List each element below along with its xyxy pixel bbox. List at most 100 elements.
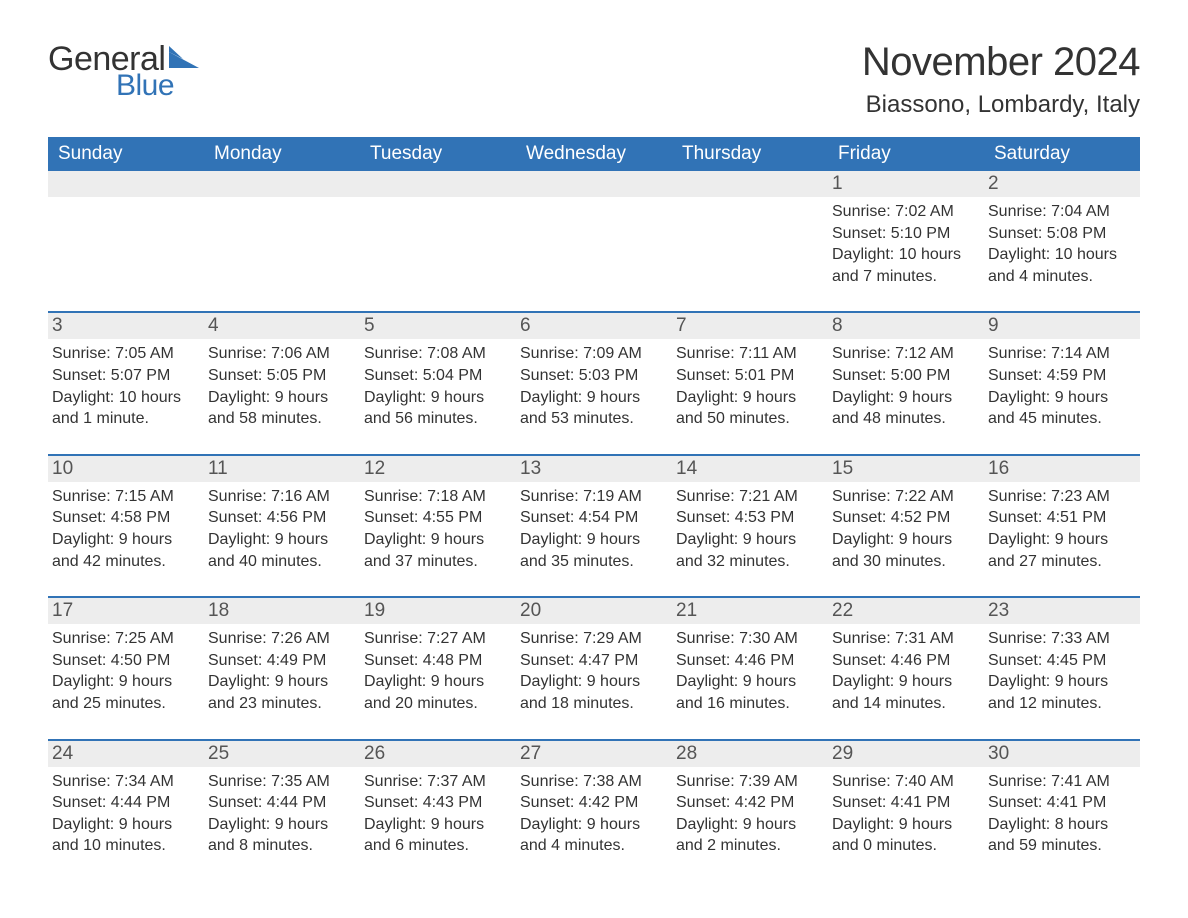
- sunset-text: Sunset: 4:42 PM: [676, 792, 820, 814]
- day-cell: [204, 171, 360, 312]
- day-body: Sunrise: 7:15 AMSunset: 4:58 PMDaylight:…: [48, 482, 204, 572]
- daylight-line2: and 23 minutes.: [208, 693, 352, 715]
- day-cell: 5Sunrise: 7:08 AMSunset: 5:04 PMDaylight…: [360, 312, 516, 454]
- day-cell: [360, 171, 516, 312]
- sunrise-text: Sunrise: 7:02 AM: [832, 201, 976, 223]
- daylight-line1: Daylight: 9 hours: [52, 671, 196, 693]
- daylight-line2: and 7 minutes.: [832, 266, 976, 288]
- day-number: 19: [360, 598, 516, 624]
- daylight-line1: Daylight: 9 hours: [832, 814, 976, 836]
- day-cell: 10Sunrise: 7:15 AMSunset: 4:58 PMDayligh…: [48, 455, 204, 597]
- day-number-empty: [360, 171, 516, 197]
- col-thursday: Thursday: [672, 137, 828, 171]
- sunrise-text: Sunrise: 7:12 AM: [832, 343, 976, 365]
- daylight-line2: and 30 minutes.: [832, 551, 976, 573]
- title-block: November 2024 Biassono, Lombardy, Italy: [862, 40, 1140, 119]
- daylight-line1: Daylight: 9 hours: [208, 529, 352, 551]
- daylight-line1: Daylight: 9 hours: [52, 814, 196, 836]
- day-number: 29: [828, 741, 984, 767]
- sunset-text: Sunset: 4:43 PM: [364, 792, 508, 814]
- day-body: Sunrise: 7:19 AMSunset: 4:54 PMDaylight:…: [516, 482, 672, 572]
- day-body: Sunrise: 7:02 AMSunset: 5:10 PMDaylight:…: [828, 197, 984, 287]
- day-cell: 25Sunrise: 7:35 AMSunset: 4:44 PMDayligh…: [204, 740, 360, 881]
- daylight-line1: Daylight: 9 hours: [676, 387, 820, 409]
- daylight-line1: Daylight: 9 hours: [676, 814, 820, 836]
- daylight-line2: and 40 minutes.: [208, 551, 352, 573]
- day-cell: 27Sunrise: 7:38 AMSunset: 4:42 PMDayligh…: [516, 740, 672, 881]
- daylight-line2: and 35 minutes.: [520, 551, 664, 573]
- sunrise-text: Sunrise: 7:38 AM: [520, 771, 664, 793]
- day-cell: 14Sunrise: 7:21 AMSunset: 4:53 PMDayligh…: [672, 455, 828, 597]
- day-number: 6: [516, 313, 672, 339]
- sunrise-text: Sunrise: 7:30 AM: [676, 628, 820, 650]
- sunset-text: Sunset: 4:50 PM: [52, 650, 196, 672]
- sunrise-text: Sunrise: 7:09 AM: [520, 343, 664, 365]
- day-body: Sunrise: 7:26 AMSunset: 4:49 PMDaylight:…: [204, 624, 360, 714]
- day-number: 2: [984, 171, 1140, 197]
- logo-text-blue: Blue: [116, 69, 199, 103]
- sunrise-text: Sunrise: 7:33 AM: [988, 628, 1132, 650]
- daylight-line1: Daylight: 9 hours: [52, 529, 196, 551]
- sunset-text: Sunset: 4:42 PM: [520, 792, 664, 814]
- daylight-line2: and 53 minutes.: [520, 408, 664, 430]
- daylight-line2: and 4 minutes.: [520, 835, 664, 857]
- daylight-line2: and 8 minutes.: [208, 835, 352, 857]
- sunset-text: Sunset: 4:46 PM: [676, 650, 820, 672]
- daylight-line2: and 42 minutes.: [52, 551, 196, 573]
- daylight-line2: and 48 minutes.: [832, 408, 976, 430]
- daylight-line1: Daylight: 8 hours: [988, 814, 1132, 836]
- day-cell: 23Sunrise: 7:33 AMSunset: 4:45 PMDayligh…: [984, 597, 1140, 739]
- day-number: 27: [516, 741, 672, 767]
- sunrise-text: Sunrise: 7:19 AM: [520, 486, 664, 508]
- daylight-line2: and 58 minutes.: [208, 408, 352, 430]
- daylight-line1: Daylight: 9 hours: [520, 387, 664, 409]
- day-cell: 8Sunrise: 7:12 AMSunset: 5:00 PMDaylight…: [828, 312, 984, 454]
- day-body: Sunrise: 7:33 AMSunset: 4:45 PMDaylight:…: [984, 624, 1140, 714]
- day-number: 17: [48, 598, 204, 624]
- sunrise-text: Sunrise: 7:39 AM: [676, 771, 820, 793]
- day-number-empty: [672, 171, 828, 197]
- day-number: 26: [360, 741, 516, 767]
- sunrise-text: Sunrise: 7:25 AM: [52, 628, 196, 650]
- sunrise-text: Sunrise: 7:04 AM: [988, 201, 1132, 223]
- daylight-line2: and 10 minutes.: [52, 835, 196, 857]
- day-number: 24: [48, 741, 204, 767]
- page-title: November 2024: [862, 40, 1140, 85]
- sunset-text: Sunset: 4:54 PM: [520, 507, 664, 529]
- sunset-text: Sunset: 4:55 PM: [364, 507, 508, 529]
- day-cell: 15Sunrise: 7:22 AMSunset: 4:52 PMDayligh…: [828, 455, 984, 597]
- day-body: Sunrise: 7:39 AMSunset: 4:42 PMDaylight:…: [672, 767, 828, 857]
- day-number: 30: [984, 741, 1140, 767]
- weekday-header-row: Sunday Monday Tuesday Wednesday Thursday…: [48, 137, 1140, 171]
- day-cell: 2Sunrise: 7:04 AMSunset: 5:08 PMDaylight…: [984, 171, 1140, 312]
- daylight-line1: Daylight: 10 hours: [832, 244, 976, 266]
- col-wednesday: Wednesday: [516, 137, 672, 171]
- sunset-text: Sunset: 4:41 PM: [832, 792, 976, 814]
- col-tuesday: Tuesday: [360, 137, 516, 171]
- day-cell: 13Sunrise: 7:19 AMSunset: 4:54 PMDayligh…: [516, 455, 672, 597]
- sunrise-text: Sunrise: 7:11 AM: [676, 343, 820, 365]
- header: General Blue November 2024 Biassono, Lom…: [48, 40, 1140, 119]
- day-body: Sunrise: 7:23 AMSunset: 4:51 PMDaylight:…: [984, 482, 1140, 572]
- day-number: 22: [828, 598, 984, 624]
- daylight-line1: Daylight: 9 hours: [520, 529, 664, 551]
- logo: General Blue: [48, 40, 199, 103]
- col-saturday: Saturday: [984, 137, 1140, 171]
- daylight-line2: and 18 minutes.: [520, 693, 664, 715]
- sunrise-text: Sunrise: 7:31 AM: [832, 628, 976, 650]
- day-body: Sunrise: 7:12 AMSunset: 5:00 PMDaylight:…: [828, 339, 984, 429]
- sunset-text: Sunset: 4:58 PM: [52, 507, 196, 529]
- day-body: Sunrise: 7:30 AMSunset: 4:46 PMDaylight:…: [672, 624, 828, 714]
- day-body: Sunrise: 7:27 AMSunset: 4:48 PMDaylight:…: [360, 624, 516, 714]
- table-row: 10Sunrise: 7:15 AMSunset: 4:58 PMDayligh…: [48, 455, 1140, 597]
- day-body: Sunrise: 7:34 AMSunset: 4:44 PMDaylight:…: [48, 767, 204, 857]
- day-cell: 19Sunrise: 7:27 AMSunset: 4:48 PMDayligh…: [360, 597, 516, 739]
- day-cell: 21Sunrise: 7:30 AMSunset: 4:46 PMDayligh…: [672, 597, 828, 739]
- daylight-line2: and 2 minutes.: [676, 835, 820, 857]
- location-subtitle: Biassono, Lombardy, Italy: [862, 91, 1140, 119]
- day-number: 5: [360, 313, 516, 339]
- day-number: 9: [984, 313, 1140, 339]
- sunrise-text: Sunrise: 7:29 AM: [520, 628, 664, 650]
- day-body: Sunrise: 7:09 AMSunset: 5:03 PMDaylight:…: [516, 339, 672, 429]
- day-number: 18: [204, 598, 360, 624]
